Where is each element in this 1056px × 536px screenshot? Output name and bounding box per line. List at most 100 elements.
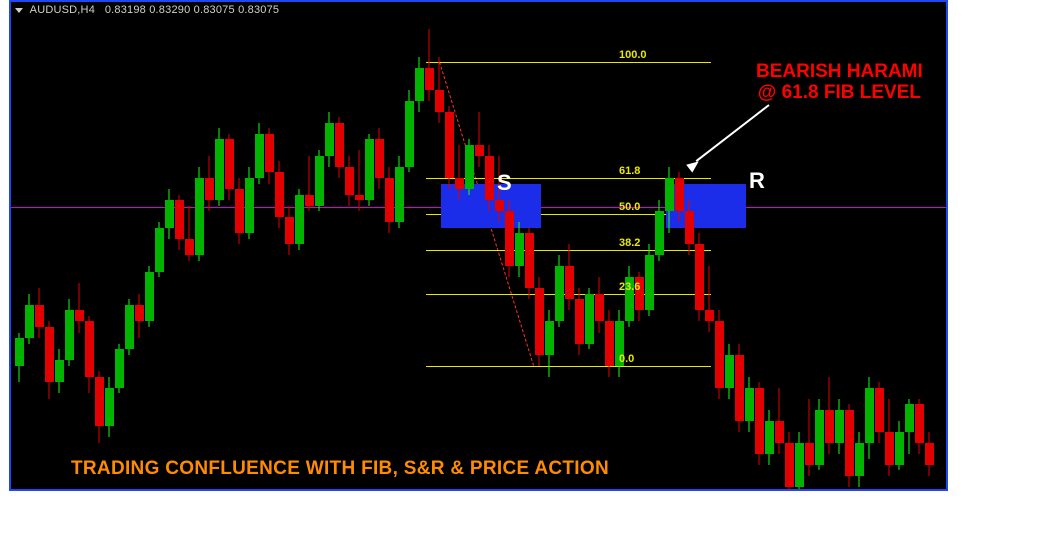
- candle[interactable]: [75, 283, 84, 333]
- candle[interactable]: [165, 189, 174, 239]
- candle[interactable]: [85, 316, 94, 393]
- candle[interactable]: [325, 112, 334, 167]
- candle[interactable]: [345, 156, 354, 206]
- candle[interactable]: [735, 344, 744, 432]
- candle[interactable]: [285, 206, 294, 256]
- candle[interactable]: [505, 200, 514, 277]
- fib-line[interactable]: [426, 366, 711, 367]
- candle[interactable]: [655, 200, 664, 261]
- candle[interactable]: [525, 228, 534, 300]
- candle[interactable]: [855, 432, 864, 487]
- candle[interactable]: [765, 410, 774, 465]
- candle[interactable]: [745, 377, 754, 432]
- candle[interactable]: [385, 167, 394, 233]
- candle[interactable]: [785, 432, 794, 491]
- candle[interactable]: [455, 145, 464, 200]
- candle[interactable]: [615, 310, 624, 376]
- candle[interactable]: [575, 288, 584, 354]
- candle[interactable]: [535, 277, 544, 365]
- candle[interactable]: [425, 29, 434, 101]
- candle[interactable]: [445, 106, 454, 189]
- candle[interactable]: [115, 344, 124, 394]
- candle[interactable]: [915, 399, 924, 454]
- candle[interactable]: [875, 382, 884, 443]
- candle[interactable]: [845, 404, 854, 487]
- candle[interactable]: [805, 399, 814, 476]
- candle[interactable]: [145, 266, 154, 327]
- candle[interactable]: [485, 145, 494, 211]
- candle[interactable]: [605, 310, 614, 376]
- candle[interactable]: [925, 432, 934, 476]
- candle[interactable]: [465, 139, 474, 194]
- candle[interactable]: [555, 255, 564, 327]
- candle[interactable]: [245, 167, 254, 239]
- candle[interactable]: [55, 349, 64, 393]
- candle[interactable]: [415, 57, 424, 112]
- candle[interactable]: [755, 382, 764, 465]
- candle[interactable]: [365, 134, 374, 206]
- candle[interactable]: [835, 399, 844, 454]
- candle[interactable]: [675, 172, 684, 222]
- candle[interactable]: [725, 344, 734, 399]
- candle[interactable]: [905, 399, 914, 454]
- candle[interactable]: [65, 299, 74, 365]
- candle[interactable]: [175, 195, 184, 250]
- chart-window[interactable]: AUDUSD,H4 0.83198 0.83290 0.83075 0.8307…: [9, 0, 948, 491]
- candle[interactable]: [895, 421, 904, 471]
- candle[interactable]: [645, 244, 654, 316]
- candle[interactable]: [885, 399, 894, 476]
- candle[interactable]: [705, 266, 714, 332]
- candle[interactable]: [315, 150, 324, 211]
- candle[interactable]: [375, 128, 384, 189]
- chart-ohlc: 0.83198 0.83290 0.83075 0.83075: [105, 4, 279, 16]
- candle[interactable]: [125, 299, 134, 354]
- candle[interactable]: [235, 178, 244, 244]
- candle[interactable]: [295, 189, 304, 250]
- candle[interactable]: [595, 277, 604, 332]
- candle[interactable]: [775, 388, 784, 454]
- candle[interactable]: [95, 371, 104, 443]
- candle[interactable]: [275, 161, 284, 227]
- candle[interactable]: [215, 128, 224, 205]
- candle[interactable]: [25, 294, 34, 344]
- candle[interactable]: [685, 200, 694, 255]
- candle[interactable]: [825, 377, 834, 454]
- annotation-bottom-title: TRADING CONFLUENCE WITH FIB, S&R & PRICE…: [71, 458, 609, 480]
- candle[interactable]: [45, 321, 54, 398]
- candle[interactable]: [205, 156, 214, 211]
- fib-label: 23.6: [619, 281, 640, 293]
- candle[interactable]: [255, 123, 264, 184]
- candle[interactable]: [435, 57, 444, 123]
- candle[interactable]: [195, 167, 204, 261]
- candle[interactable]: [155, 222, 164, 277]
- chart-plot-area[interactable]: 100.061.850.038.223.60.0SRBEARISH HARAMI…: [11, 18, 946, 489]
- candle[interactable]: [335, 117, 344, 178]
- candle[interactable]: [265, 128, 274, 183]
- candle[interactable]: [395, 156, 404, 228]
- candle[interactable]: [35, 288, 44, 338]
- candle[interactable]: [355, 150, 364, 211]
- candle[interactable]: [475, 112, 484, 167]
- candle[interactable]: [625, 266, 634, 327]
- sr-label: S: [497, 170, 512, 196]
- candle[interactable]: [635, 272, 644, 322]
- fib-line[interactable]: [426, 62, 711, 63]
- candle[interactable]: [815, 399, 824, 471]
- candle[interactable]: [225, 134, 234, 200]
- dropdown-icon[interactable]: [15, 8, 23, 13]
- candle[interactable]: [305, 156, 314, 211]
- candle[interactable]: [185, 206, 194, 261]
- candle[interactable]: [715, 310, 724, 398]
- candle[interactable]: [565, 244, 574, 310]
- candle[interactable]: [515, 222, 524, 277]
- candle[interactable]: [865, 377, 874, 460]
- candle[interactable]: [135, 294, 144, 338]
- candle[interactable]: [695, 233, 704, 321]
- candle[interactable]: [545, 310, 554, 376]
- candle[interactable]: [795, 432, 804, 491]
- candle[interactable]: [665, 167, 674, 233]
- candle[interactable]: [15, 333, 24, 383]
- candle[interactable]: [585, 288, 594, 349]
- candle[interactable]: [405, 90, 414, 173]
- candle[interactable]: [105, 377, 114, 438]
